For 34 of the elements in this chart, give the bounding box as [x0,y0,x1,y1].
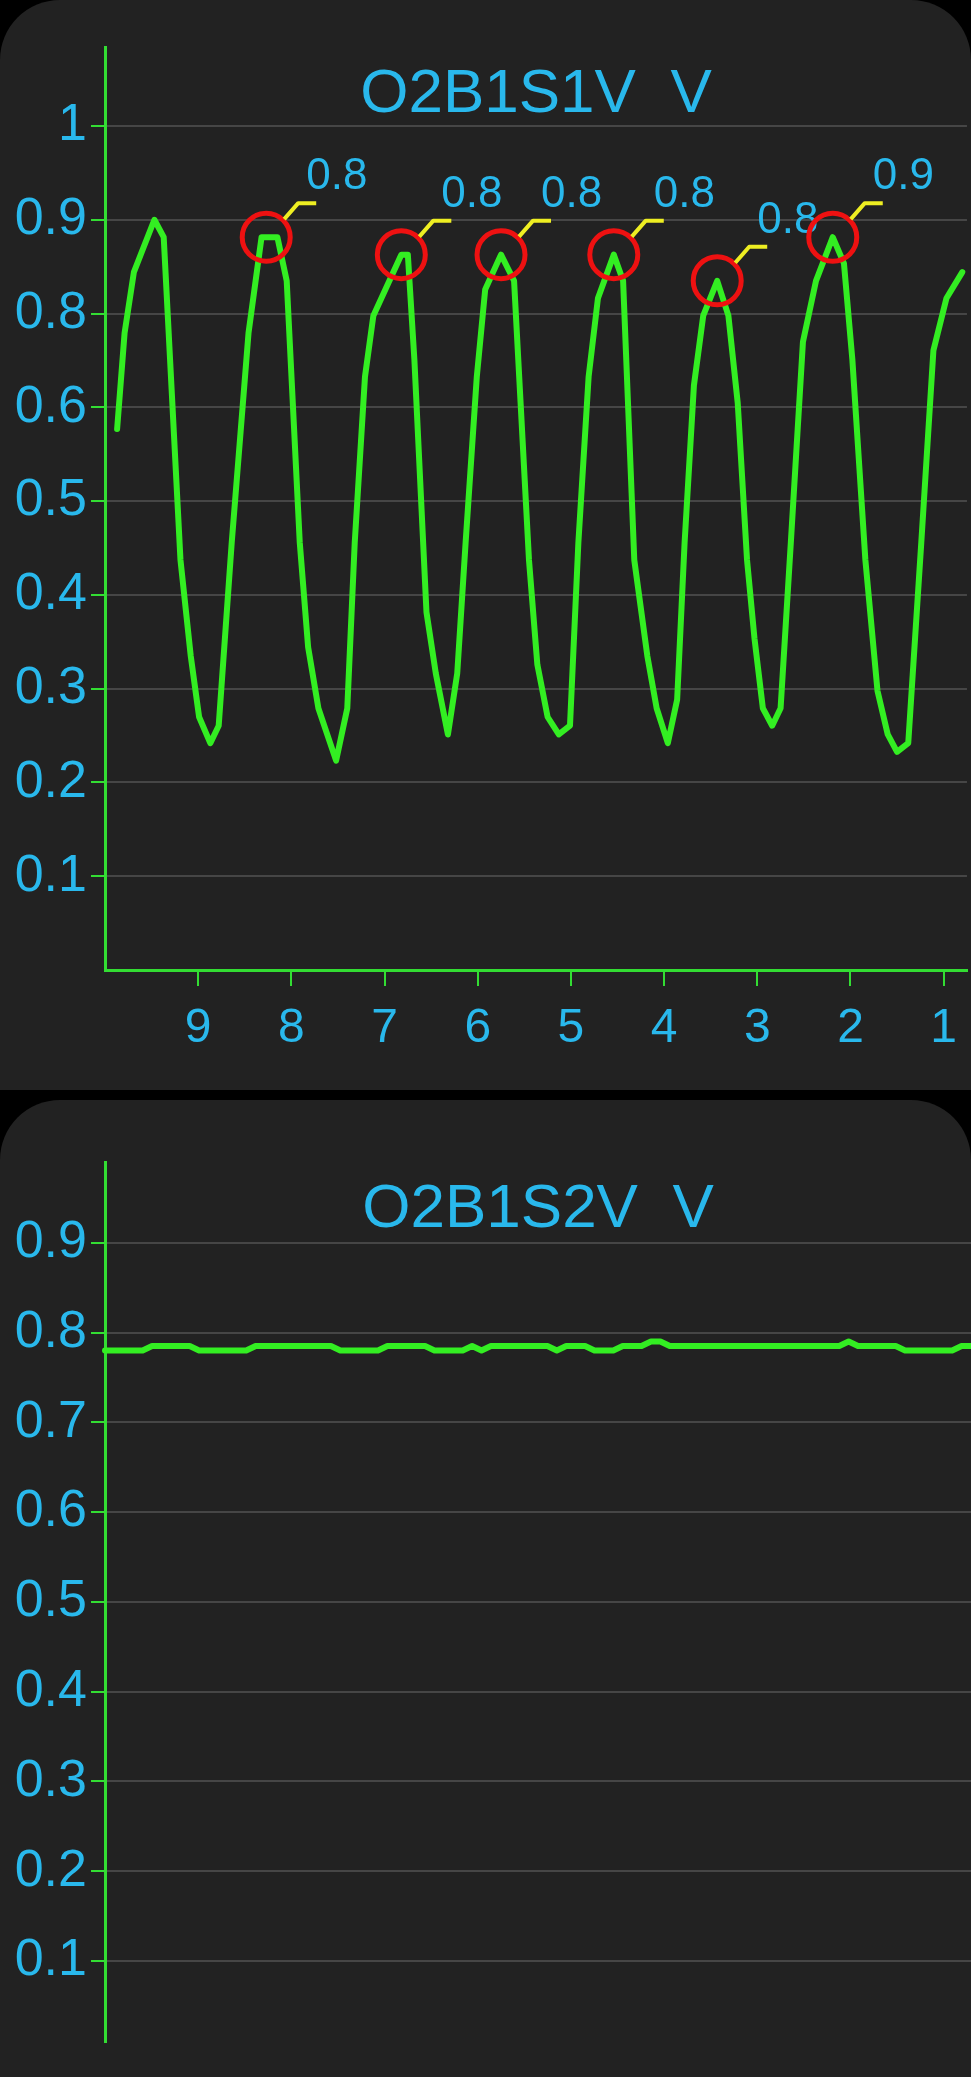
x-tick-label: 4 [650,999,678,1053]
y-tick-label: 1 [58,93,87,152]
y-tick-label: 0.9 [14,1210,87,1269]
x-tick-label: 7 [371,999,398,1053]
annotation: 0.8 [541,166,603,216]
x-tick-label: 8 [278,999,305,1053]
y-tick-label: 0.5 [14,1569,87,1628]
y-tick-label: 0.6 [14,374,87,433]
y-tick-label: 0.8 [14,1299,87,1358]
x-tick-label: 2 [837,999,864,1053]
y-tick-label: 0.2 [14,749,87,808]
y-tick-label: 0.1 [14,843,87,902]
y-tick-label: 0.5 [14,468,87,527]
y-tick-label: 0.8 [14,280,87,339]
y-tick-label: 0.6 [14,1479,87,1538]
x-tick-label: 3 [743,999,771,1053]
annotation: 0.9 [872,149,934,199]
x-tick-label: 1 [930,999,957,1053]
x-tick-label: 5 [557,999,585,1053]
x-tick-label: 9 [184,999,212,1053]
y-tick-label: 0.3 [14,655,87,714]
y-tick-label: 0.7 [14,1389,87,1448]
annotation: 0.8 [306,149,368,199]
y-tick-label: 0.2 [14,1838,87,1897]
x-tick-label: 6 [464,999,492,1053]
y-tick-label: 0.1 [14,1928,87,1987]
y-tick-label: 0.4 [14,562,87,621]
annotation: 0.8 [653,166,715,216]
chart-title: O2B1S1V V [360,56,713,126]
y-tick-label: 0.4 [14,1659,87,1718]
y-tick-label: 0.3 [14,1748,87,1807]
y-tick-label: 0.9 [14,187,87,246]
chart-title: O2B1S2V V [362,1171,715,1241]
annotation: 0.8 [441,166,503,216]
